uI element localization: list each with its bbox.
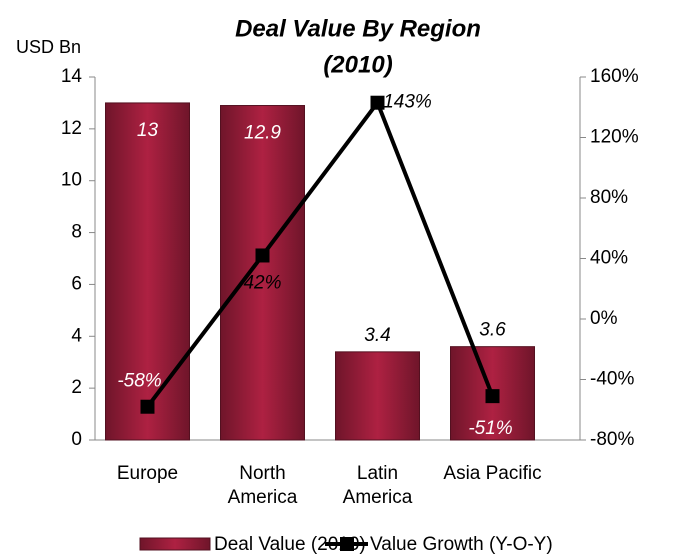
bar-value-label: 3.4 [364, 325, 390, 346]
x-tick-label: Europe [116, 463, 179, 484]
y2-tick-label: 40% [590, 248, 628, 269]
y2-tick-label: -40% [590, 369, 634, 390]
y-tick-label: 10 [61, 170, 82, 191]
y-tick-label: 2 [71, 377, 82, 398]
bar-value-label: 3.6 [479, 320, 506, 341]
legend-swatch [340, 537, 354, 551]
line-marker [255, 248, 270, 263]
chart-title: (2010) [323, 51, 392, 78]
y-tick-label: 12 [61, 118, 82, 139]
bar [335, 351, 420, 441]
x-tick-label: Asia Pacific [443, 463, 542, 484]
bar [220, 105, 305, 441]
y-tick-label: 0 [71, 429, 82, 450]
y2-tick-label: 80% [590, 187, 628, 208]
y-tick-label: 6 [71, 273, 82, 294]
bar-value-label: 13 [137, 120, 159, 141]
y2-tick-label: 160% [590, 66, 639, 87]
y2-tick-label: -80% [590, 429, 634, 450]
bar-value-label: 12.9 [244, 123, 281, 144]
bar [105, 102, 190, 441]
line-marker [485, 389, 500, 404]
y-axis-label: USD Bn [16, 37, 81, 57]
line-marker [140, 399, 155, 414]
x-tick-label: Latin America [342, 463, 413, 508]
y-tick-label: 4 [71, 325, 82, 346]
line-value-label: -58% [117, 371, 161, 392]
y-tick-label: 8 [71, 222, 82, 243]
x-tick-label: North America [227, 463, 298, 508]
y2-tick-label: 120% [590, 127, 639, 148]
line-marker [370, 95, 385, 110]
legend-swatch [139, 537, 211, 551]
chart-title: Deal Value By Region [235, 15, 481, 42]
line [145, 98, 495, 408]
legend-label: Value Growth (Y-O-Y) [370, 534, 553, 555]
y-tick-label: 14 [61, 66, 83, 87]
line-value-label: -51% [468, 418, 512, 439]
legend-label: Deal Value (2010) [214, 534, 366, 555]
line-value-label: 143% [383, 92, 432, 113]
line-value-label: 42% [243, 272, 281, 293]
y2-tick-label: 0% [590, 308, 618, 329]
